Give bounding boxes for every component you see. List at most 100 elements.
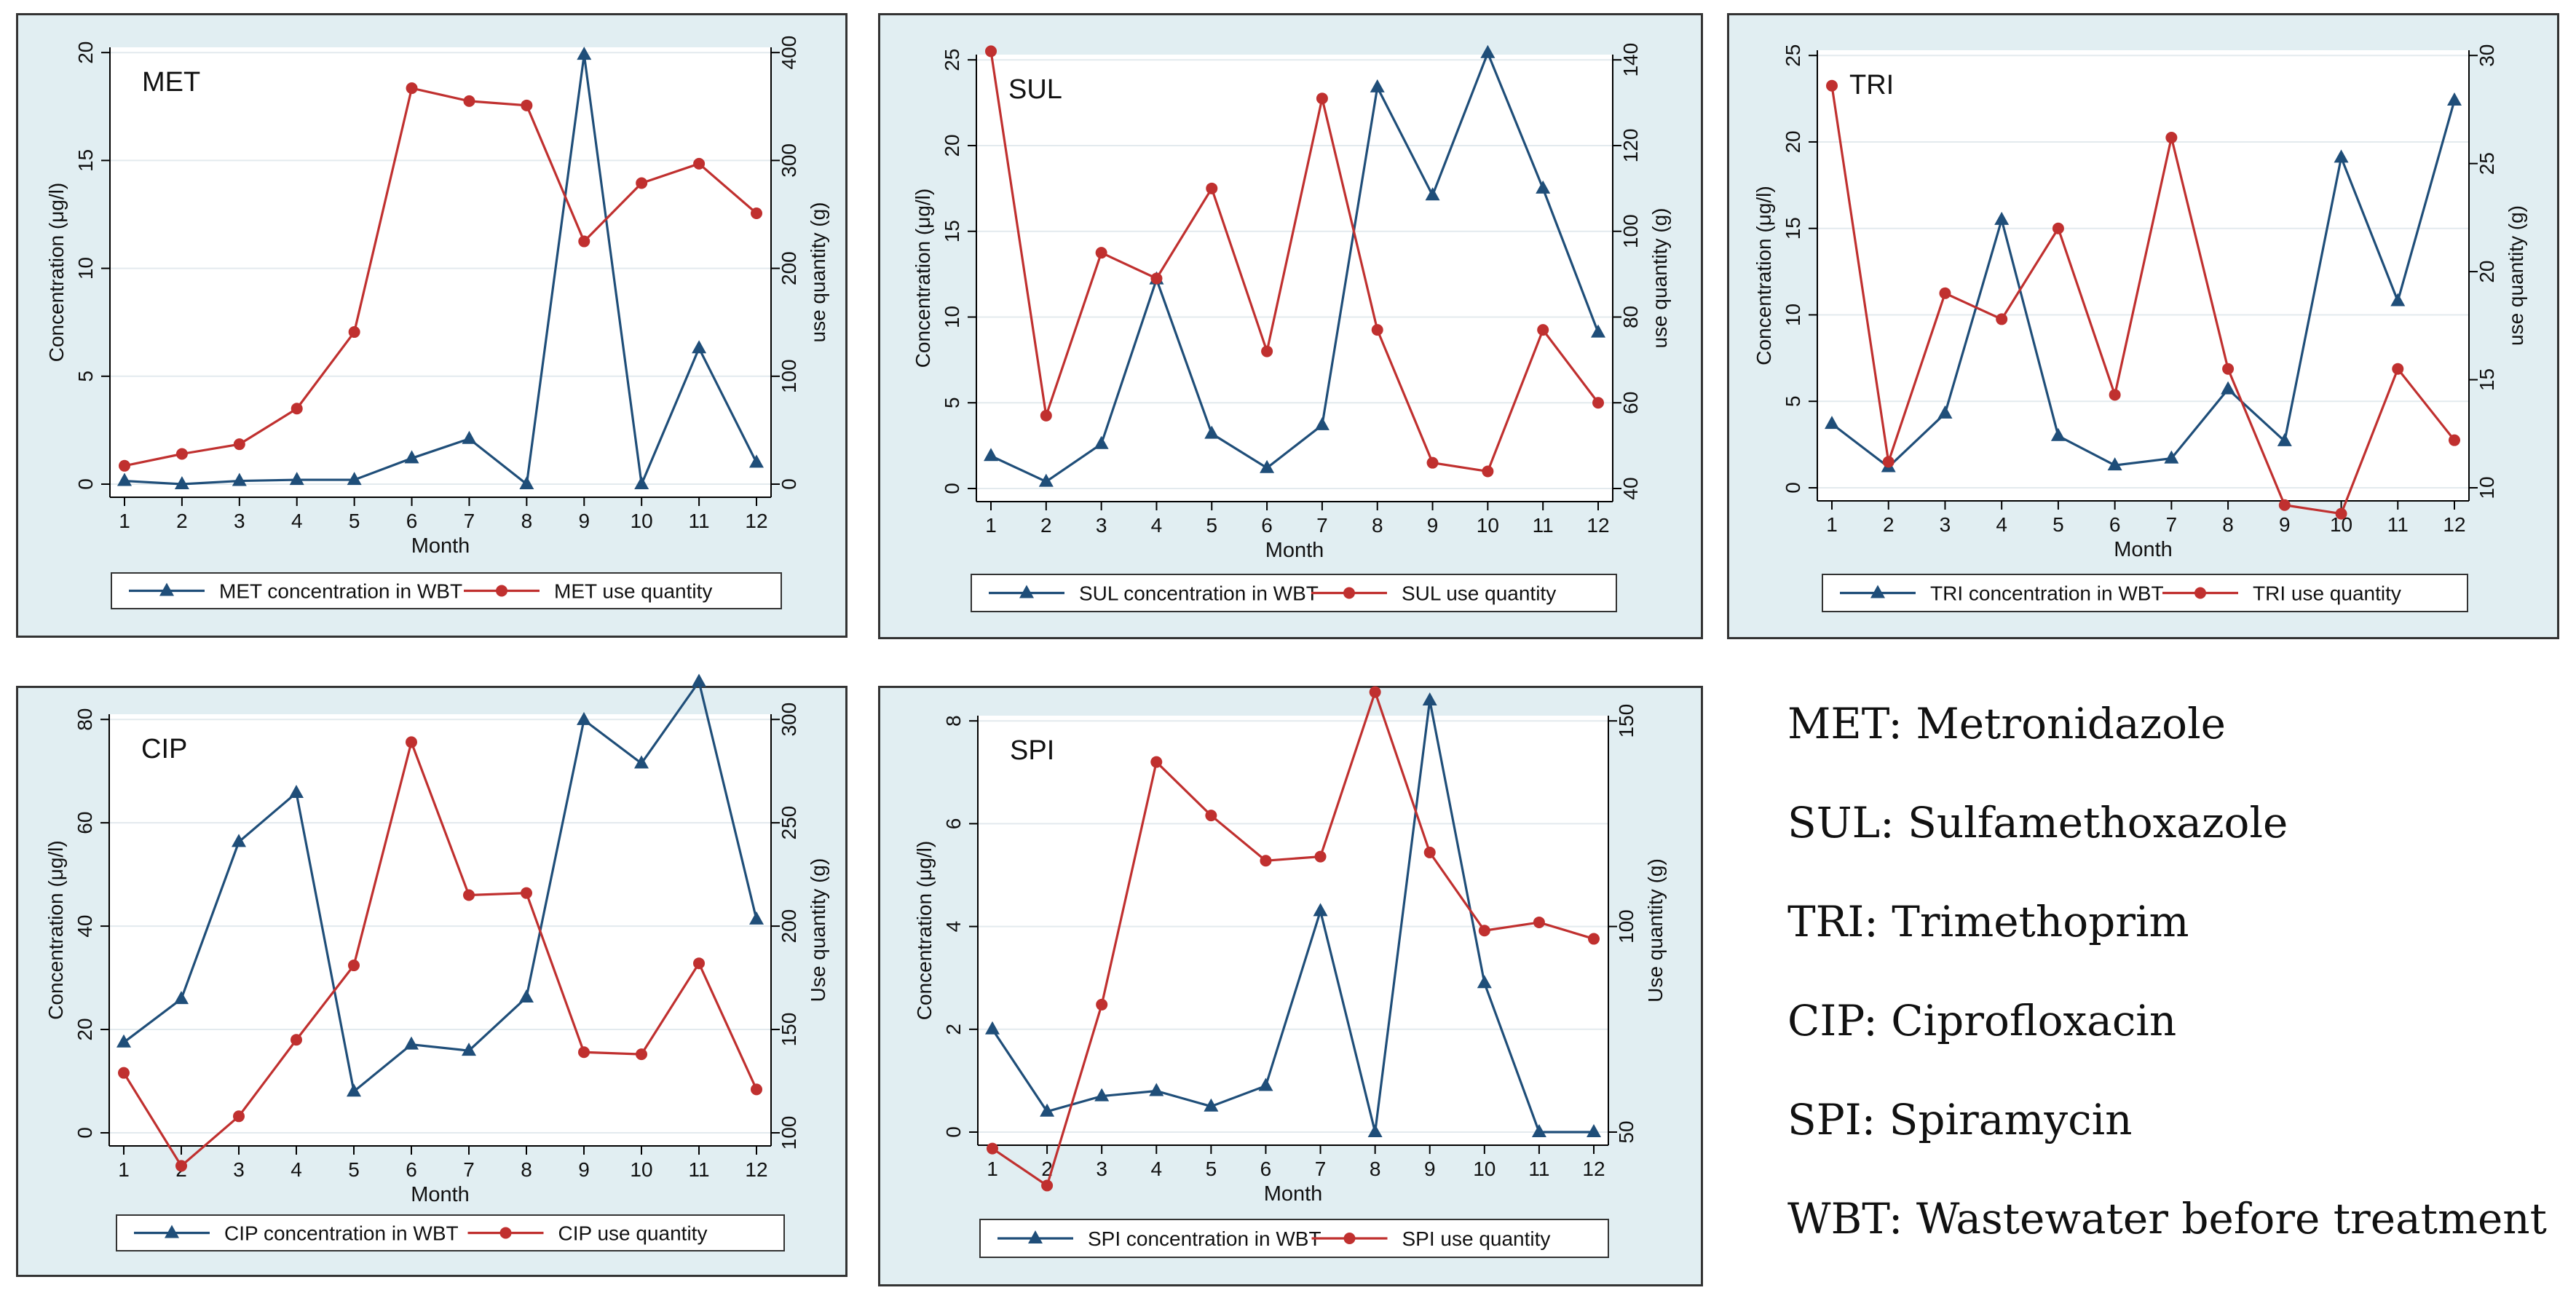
x-tick-label: 3 [1096, 514, 1107, 537]
y-tick-label-right: 50 [1615, 1120, 1637, 1143]
abbreviation-spi: SPI: Spiramycin [1787, 1095, 2133, 1144]
chart-panel-spi: 0 2 4 6 8 50 100 150 1 2 3 4 5 6 7 8 9 10 11 12 Month Concent… [878, 686, 1703, 1286]
data-point [1041, 1179, 1054, 1192]
y-tick-label-left: 20 [74, 1018, 96, 1040]
data-point [1537, 324, 1549, 336]
data-point [1587, 1124, 1601, 1137]
data-point [1040, 409, 1052, 422]
data-point [1939, 287, 1951, 299]
y-axis-title-left: Concentration (μg/l) [1753, 186, 1775, 365]
data-point [1149, 1083, 1164, 1096]
plot-area [978, 716, 1608, 1145]
data-point [1937, 405, 1953, 419]
x-tick-label: 3 [1096, 1158, 1107, 1180]
legend-marker [496, 585, 507, 597]
data-point [2221, 381, 2236, 395]
x-axis-title: Month [2114, 538, 2173, 561]
y-tick-label-left: 40 [74, 915, 96, 938]
data-point [1150, 756, 1163, 768]
data-point [1094, 1088, 1110, 1102]
data-point [2449, 434, 2460, 446]
x-tick-label: 11 [2387, 513, 2409, 536]
data-point [1371, 324, 1383, 336]
x-tick-label: 1 [1826, 513, 1838, 536]
y-axis-title-right: use quantity (g) [807, 202, 829, 343]
data-point [175, 448, 188, 460]
data-point [2334, 149, 2349, 163]
y-tick-label-left: 0 [942, 1126, 965, 1138]
x-tick-label: 10 [631, 510, 653, 532]
data-point [749, 454, 764, 468]
y-tick-label-right: 0 [778, 478, 800, 490]
x-tick-label: 1 [985, 514, 997, 537]
data-point [116, 1034, 131, 1048]
data-point [693, 157, 706, 170]
x-tick-label: 4 [291, 510, 303, 532]
x-tick-label: 5 [2052, 513, 2064, 536]
data-point [462, 1043, 476, 1056]
x-tick-label: 3 [233, 1158, 245, 1181]
data-point [404, 1036, 419, 1050]
x-axis-title: Month [411, 534, 470, 558]
data-point [1150, 272, 1163, 285]
chart-title: TRI [1849, 70, 1894, 100]
data-point [2107, 457, 2122, 471]
legend-label: SUL use quantity [1402, 582, 1556, 605]
data-point [1204, 425, 1220, 439]
data-point [1592, 397, 1604, 409]
abbreviation-tri: TRI: Trimethoprim [1787, 897, 2189, 946]
data-point [985, 45, 997, 58]
y-tick-label-right: 30 [2476, 44, 2498, 67]
x-tick-label: 1 [118, 1158, 130, 1181]
data-point [634, 476, 649, 489]
y-tick-label-left: 0 [941, 483, 963, 494]
data-point [1533, 916, 1545, 928]
data-point [1588, 933, 1600, 945]
data-point [2447, 92, 2462, 106]
legend-marker [159, 582, 174, 596]
data-point [578, 235, 590, 248]
plot-area [1817, 50, 2469, 501]
data-point [2390, 293, 2406, 307]
chart-title: MET [142, 67, 200, 98]
data-point [1425, 187, 1440, 201]
legend-box [116, 1214, 785, 1251]
y-axis-title-right: use quantity (g) [2505, 205, 2527, 346]
data-point [987, 1142, 998, 1155]
y-tick-label-right: 120 [1619, 129, 1642, 163]
x-tick-label: 12 [1587, 514, 1609, 537]
data-point [1994, 211, 2010, 225]
plot-area [109, 714, 771, 1146]
data-point [1040, 1103, 1055, 1117]
x-tick-label: 5 [1206, 1158, 1217, 1180]
x-tick-label: 3 [234, 510, 245, 532]
data-point [119, 459, 130, 472]
data-point [233, 1110, 245, 1123]
x-tick-label: 4 [1150, 1158, 1162, 1180]
x-tick-label: 8 [521, 510, 533, 532]
data-point [1260, 459, 1275, 473]
x-tick-label: 4 [1151, 514, 1163, 537]
y-axis-title-right: Use quantity (g) [1644, 858, 1667, 1002]
x-tick-label: 7 [1315, 1158, 1327, 1180]
legend-marker [499, 1227, 512, 1239]
legend-marker [1028, 1230, 1043, 1243]
data-point [1314, 416, 1330, 430]
y-tick-label-right: 100 [778, 359, 800, 393]
data-point [751, 207, 762, 220]
y-tick-label-left: 15 [1782, 217, 1804, 240]
x-tick-label: 9 [578, 1158, 590, 1181]
legend-box [111, 572, 782, 609]
y-tick-label-left: 0 [1782, 482, 1804, 494]
data-point [521, 99, 533, 111]
y-tick-label-left: 6 [942, 818, 965, 830]
data-point [117, 472, 132, 486]
data-point [175, 1160, 187, 1172]
x-tick-label: 11 [689, 510, 710, 532]
data-point [1205, 810, 1217, 822]
series-line [122, 738, 758, 1168]
x-tick-label: 5 [1206, 514, 1217, 537]
plot-area [976, 55, 1613, 502]
x-tick-label: 10 [630, 1158, 652, 1181]
